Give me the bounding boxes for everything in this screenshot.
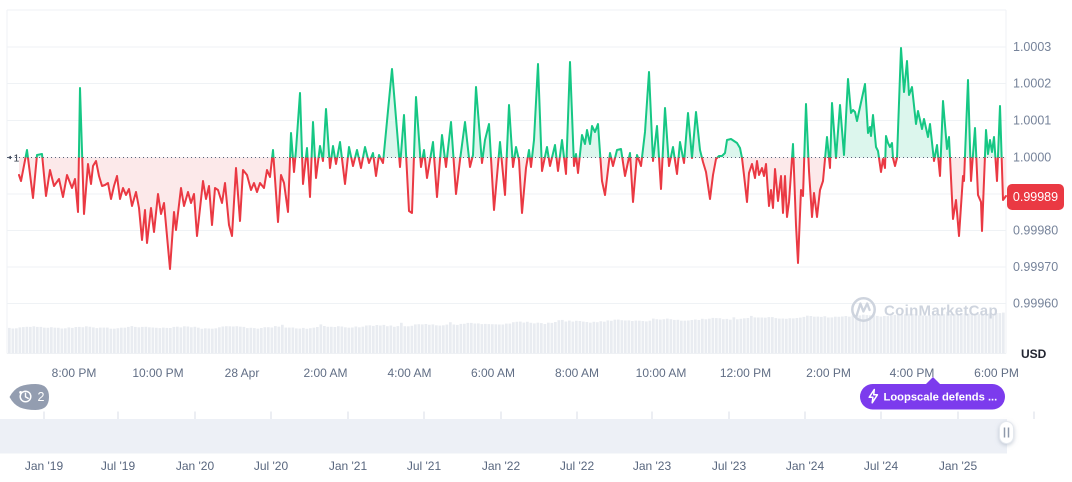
svg-text:6:00 PM: 6:00 PM xyxy=(974,366,1019,380)
svg-text:12:00 PM: 12:00 PM xyxy=(720,366,771,380)
svg-text:4:00 PM: 4:00 PM xyxy=(890,366,935,380)
svg-text:2: 2 xyxy=(38,390,45,404)
svg-text:Jul '21: Jul '21 xyxy=(407,459,442,473)
svg-text:Jul '19: Jul '19 xyxy=(101,459,136,473)
svg-text:0.99980: 0.99980 xyxy=(1013,224,1058,238)
svg-text:CoinMarketCap: CoinMarketCap xyxy=(884,303,998,320)
svg-text:Jul '20: Jul '20 xyxy=(254,459,289,473)
svg-text:0.99970: 0.99970 xyxy=(1013,260,1058,274)
svg-text:6:00 AM: 6:00 AM xyxy=(471,366,515,380)
svg-text:1: 1 xyxy=(14,153,20,165)
svg-text:10:00 PM: 10:00 PM xyxy=(132,366,183,380)
svg-text:1.0001: 1.0001 xyxy=(1013,114,1051,128)
svg-text:8:00 PM: 8:00 PM xyxy=(52,366,97,380)
svg-text:Jan '23: Jan '23 xyxy=(633,459,672,473)
svg-text:Jan '22: Jan '22 xyxy=(482,459,521,473)
svg-text:Jan '21: Jan '21 xyxy=(329,459,368,473)
svg-text:10:00 AM: 10:00 AM xyxy=(636,366,687,380)
svg-text:2:00 PM: 2:00 PM xyxy=(806,366,851,380)
svg-text:1.0000: 1.0000 xyxy=(1013,151,1051,165)
svg-text:28 Apr: 28 Apr xyxy=(225,366,260,380)
svg-text:Jul '22: Jul '22 xyxy=(560,459,595,473)
svg-text:4:00 AM: 4:00 AM xyxy=(387,366,431,380)
svg-text:USD: USD xyxy=(1021,347,1047,361)
svg-text:1.0003: 1.0003 xyxy=(1013,40,1051,54)
svg-text:0.99989: 0.99989 xyxy=(1013,190,1058,204)
svg-text:Jan '24: Jan '24 xyxy=(786,459,825,473)
svg-text:Jul '23: Jul '23 xyxy=(712,459,747,473)
svg-text:0.99960: 0.99960 xyxy=(1013,297,1058,311)
svg-text:Loopscale defends ...: Loopscale defends ... xyxy=(884,392,998,404)
svg-text:8:00 AM: 8:00 AM xyxy=(555,366,599,380)
svg-text:Jan '20: Jan '20 xyxy=(176,459,215,473)
svg-text:Jul '24: Jul '24 xyxy=(864,459,899,473)
svg-text:2:00 AM: 2:00 AM xyxy=(303,366,347,380)
svg-text:Jan '19: Jan '19 xyxy=(25,459,64,473)
svg-text:Jan '25: Jan '25 xyxy=(939,459,978,473)
svg-text:1.0002: 1.0002 xyxy=(1013,77,1051,91)
